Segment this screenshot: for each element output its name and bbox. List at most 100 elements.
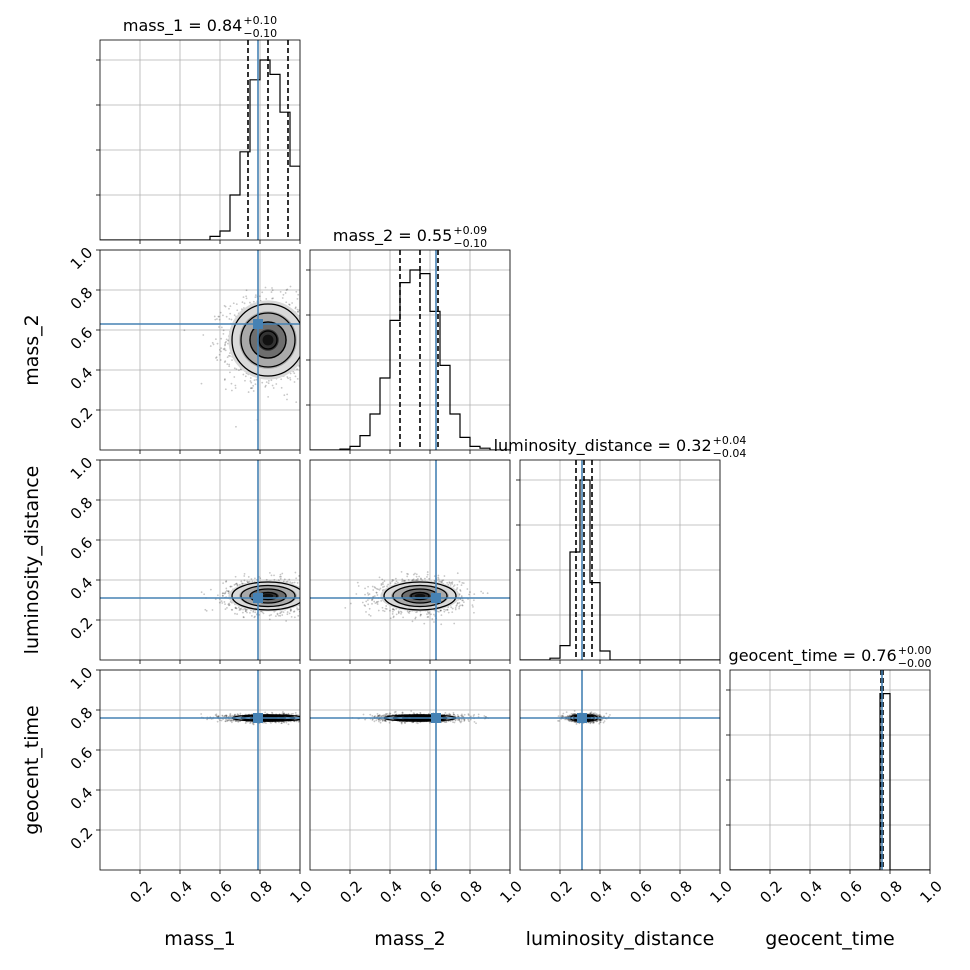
- sample-point: [225, 715, 228, 717]
- sample-point: [461, 582, 464, 584]
- sample-point: [218, 326, 220, 328]
- sample-point: [295, 720, 298, 723]
- sample-point: [307, 718, 309, 720]
- sample-point: [306, 714, 308, 716]
- sample-point: [452, 713, 455, 716]
- sample-point: [293, 581, 296, 584]
- sample-point: [366, 592, 369, 594]
- sample-point: [229, 355, 231, 357]
- sample-point: [224, 341, 227, 344]
- sample-point: [228, 604, 231, 606]
- sample-point: [477, 713, 480, 716]
- sample-point: [601, 718, 604, 721]
- sample-point: [447, 583, 450, 586]
- sample-point: [245, 297, 248, 300]
- sample-point: [457, 715, 460, 718]
- sample-point: [459, 720, 461, 723]
- sample-point: [400, 721, 403, 724]
- contour-line: [392, 584, 448, 608]
- sample-point: [233, 376, 236, 378]
- sample-point: [307, 335, 309, 337]
- sample-point: [301, 603, 303, 605]
- sample-point: [231, 608, 234, 611]
- density-clip: [310, 460, 510, 660]
- sample-point: [227, 590, 230, 593]
- sample-point: [430, 613, 432, 616]
- sample-point: [455, 605, 458, 607]
- contour-line: [231, 303, 300, 377]
- sample-point: [463, 718, 466, 721]
- sample-point: [293, 616, 296, 619]
- sample-point: [407, 611, 410, 614]
- sample-point: [452, 713, 455, 716]
- histogram-luminosity_distance: [520, 479, 720, 660]
- sample-point: [437, 574, 440, 577]
- sample-point: [240, 580, 243, 583]
- sample-point: [454, 606, 457, 609]
- sample-point: [376, 713, 379, 715]
- sample-point: [366, 599, 369, 601]
- sample-point: [570, 720, 573, 723]
- sample-point: [367, 594, 370, 596]
- sample-point: [224, 720, 227, 723]
- sample-point: [302, 717, 304, 719]
- sample-point: [444, 711, 447, 714]
- sample-point: [229, 352, 231, 355]
- sample-point: [414, 572, 416, 575]
- sample-point: [217, 315, 220, 318]
- sample-point: [296, 297, 299, 300]
- sample-point: [459, 721, 462, 724]
- sample-point: [457, 715, 460, 718]
- sample-point: [289, 376, 291, 379]
- sample-point: [302, 596, 304, 598]
- sample-point: [394, 710, 397, 713]
- sample-point: [235, 582, 238, 585]
- sample-point: [373, 586, 376, 588]
- panel-background: [730, 670, 930, 870]
- sample-point: [304, 590, 306, 592]
- sample-point: [306, 720, 308, 722]
- sample-point: [308, 580, 310, 582]
- sample-point: [307, 715, 309, 717]
- sample-point: [214, 338, 217, 341]
- sample-point: [438, 610, 440, 613]
- panel-mass_2-geocent_time: [309, 669, 511, 874]
- sample-point: [283, 712, 286, 715]
- sample-point: [296, 608, 299, 611]
- sample-point: [238, 369, 240, 372]
- sample-point: [225, 718, 228, 721]
- sample-point: [444, 720, 447, 723]
- sample-point: [426, 613, 428, 616]
- sample-point: [396, 581, 399, 584]
- sample-point: [265, 381, 268, 384]
- sample-point: [419, 613, 422, 616]
- sample-point: [473, 611, 475, 614]
- sample-point: [283, 578, 286, 581]
- title-mass_2: mass_2 = 0.55 +0.09−0.10: [333, 224, 487, 250]
- density-clip: [100, 460, 310, 660]
- sample-point: [285, 620, 288, 622]
- x-tick-label: 0.8: [666, 877, 696, 907]
- sample-point: [398, 611, 400, 614]
- sample-point: [294, 307, 297, 310]
- sample-point: [384, 720, 387, 722]
- sample-point: [459, 590, 462, 592]
- sample-point: [302, 362, 304, 364]
- sample-point: [235, 303, 238, 306]
- sample-point: [373, 595, 376, 597]
- sample-point: [596, 714, 599, 717]
- sample-point: [271, 384, 274, 387]
- sample-point: [289, 581, 292, 584]
- sample-point: [394, 577, 397, 580]
- sample-point: [304, 721, 306, 723]
- sample-point: [216, 720, 219, 723]
- sample-point: [227, 719, 230, 722]
- sample-point: [209, 588, 212, 591]
- sample-point: [456, 583, 459, 586]
- sample-point: [249, 380, 252, 382]
- sample-point: [307, 722, 309, 724]
- sample-point: [598, 718, 601, 721]
- sample-point: [383, 610, 386, 613]
- sample-point: [252, 722, 255, 725]
- y-tick-label: 0.8: [67, 284, 97, 314]
